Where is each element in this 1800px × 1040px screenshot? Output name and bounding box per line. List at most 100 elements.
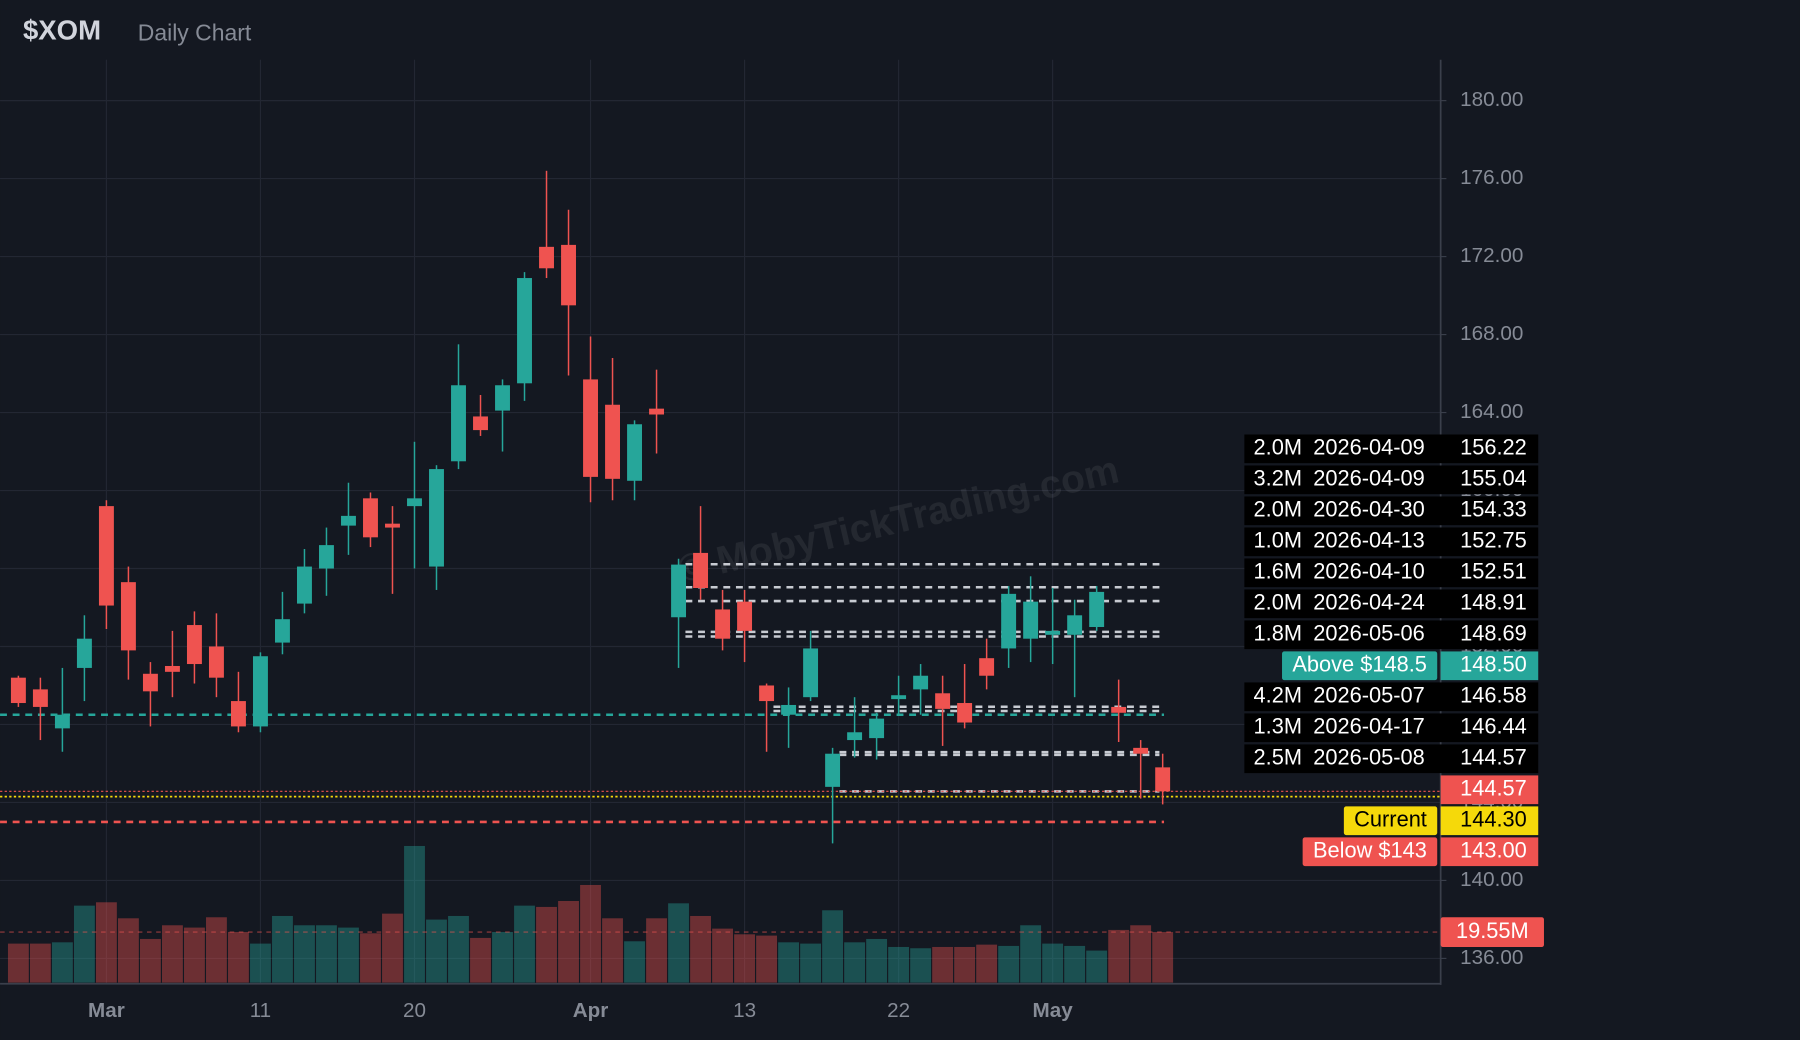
candle-body [935,693,951,709]
volume-bar [95,902,117,983]
volume-bar [602,918,623,983]
candle-body [473,416,488,431]
level-price: 152.51 [1460,559,1527,584]
level-label-box [1244,744,1539,774]
x-tick-label: Apr [573,999,609,1022]
level-label-box [1244,589,1539,619]
candle-body [979,658,995,676]
candle-body [781,704,797,715]
volume-average-box [1440,917,1544,948]
candle-body [693,552,709,589]
alert-price: 143.00 [1460,838,1527,863]
volume-bar [184,927,205,983]
level-price: 154.33 [1460,497,1527,522]
level-date: 2026-05-07 [1313,683,1425,708]
level-volume: 2.0M [1254,497,1302,522]
y-tick-label: 164.00 [1460,400,1523,423]
price-lines [0,562,1441,933]
alert-name: Below $143 [1313,838,1427,863]
candle-body [913,675,929,690]
level-volume: 1.6M [1254,559,1302,584]
y-tick-label: 136.00 [1460,946,1523,969]
volume-bar [690,915,711,983]
candle-body [407,498,422,507]
level-label-box [1244,496,1539,526]
chart-subtitle: Daily Chart [138,19,252,45]
candle-body [1111,706,1127,713]
candle-body [76,638,92,668]
candles [10,170,1171,844]
candle-body [98,506,114,606]
volume-bar [778,942,800,983]
volume-bar [1152,931,1174,983]
level-label-box [1244,682,1539,712]
volume-bar [162,925,183,983]
volume-bar [29,943,51,983]
candle-body [120,582,136,651]
price-labels: 2.0M 2026-04-09 156.22 3.2M 2026-04-09 155.04… [1244,434,1544,948]
candle-body [715,609,731,639]
candle-body [737,601,753,631]
candle-body [451,385,466,462]
candle-body [495,385,510,411]
candle-body [319,545,334,569]
x-tick-label: May [1033,999,1074,1022]
volume-bar [316,925,337,983]
level-label-box [1244,434,1539,464]
alert-price-box [1440,837,1539,867]
volume-bar [1086,950,1108,983]
volume-bar [338,927,359,983]
alert-name: Current [1354,807,1427,832]
level-price: 155.04 [1460,466,1527,491]
candle-body [803,648,819,698]
volume-bar [558,900,579,983]
candle-body [252,656,268,727]
candle-body [891,695,907,700]
candle-body [583,379,598,477]
level-volume: 2.5M [1254,745,1302,770]
volume-bar [294,925,315,983]
level-volume: 3.2M [1254,466,1302,491]
volume-bar [272,915,293,983]
level-label-box [1244,713,1539,743]
level-date: 2026-04-17 [1313,714,1425,739]
candle-body [1089,591,1105,627]
volume-bar [822,910,844,983]
candle-body [142,673,158,692]
volume-average-label: 19.55M [1456,918,1529,943]
level-date: 2026-04-30 [1313,497,1425,522]
level-label-box [1244,558,1539,588]
last-price: 144.57 [1460,776,1527,801]
volume-bars [7,845,1174,983]
level-date: 2026-04-24 [1313,590,1425,615]
volume-bar [250,943,271,983]
volume-bar [206,917,227,983]
level-volume: 4.2M [1254,683,1302,708]
volume-bar [448,915,469,983]
candle-body [1045,630,1061,635]
level-price: 146.44 [1460,714,1527,739]
volume-bar [800,943,822,983]
candle-body [341,515,356,526]
volume-bar [1108,929,1130,983]
y-tick-label: 140.00 [1460,868,1523,891]
candle-body [230,701,246,727]
level-volume: 2.0M [1254,435,1302,460]
level-date: 2026-05-06 [1313,621,1425,646]
alert-name-box [1302,837,1438,867]
alert-price-box [1440,651,1539,681]
y-tick-label: 176.00 [1460,166,1523,189]
level-volume: 2.0M [1254,590,1302,615]
volume-bar [580,884,601,983]
level-price: 148.91 [1460,590,1527,615]
volume-bar [51,942,73,983]
volume-bar [382,913,403,983]
y-tick-label: 172.00 [1460,244,1523,267]
x-tick-label: 13 [733,999,756,1022]
candle-body [32,689,48,707]
volume-bar [756,935,778,983]
volume-bar [998,945,1020,983]
candle-body [561,244,576,306]
candle-body [869,718,885,739]
